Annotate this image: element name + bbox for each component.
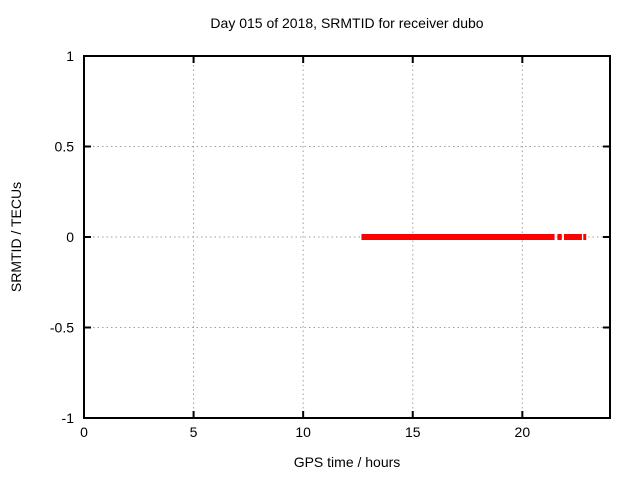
x-axis-label: GPS time / hours (293, 454, 401, 470)
x-tick-label: 15 (405, 424, 421, 440)
x-tick-label: 20 (515, 424, 531, 440)
x-tick-label: 5 (190, 424, 198, 440)
y-tick-label: -0.5 (50, 320, 74, 336)
x-tick-label: 10 (295, 424, 311, 440)
y-tick-label: 0 (66, 229, 74, 245)
x-tick-label: 0 (80, 424, 88, 440)
data-series-segment (557, 234, 562, 240)
data-series-segment (563, 234, 582, 240)
y-tick-label: -1 (62, 410, 75, 426)
y-tick-label: 1 (66, 48, 74, 64)
data-series-segment (361, 234, 555, 240)
y-tick-label: 0.5 (55, 139, 75, 155)
data-series-segment (583, 234, 587, 240)
chart-title: Day 015 of 2018, SRMTID for receiver dub… (210, 15, 484, 31)
